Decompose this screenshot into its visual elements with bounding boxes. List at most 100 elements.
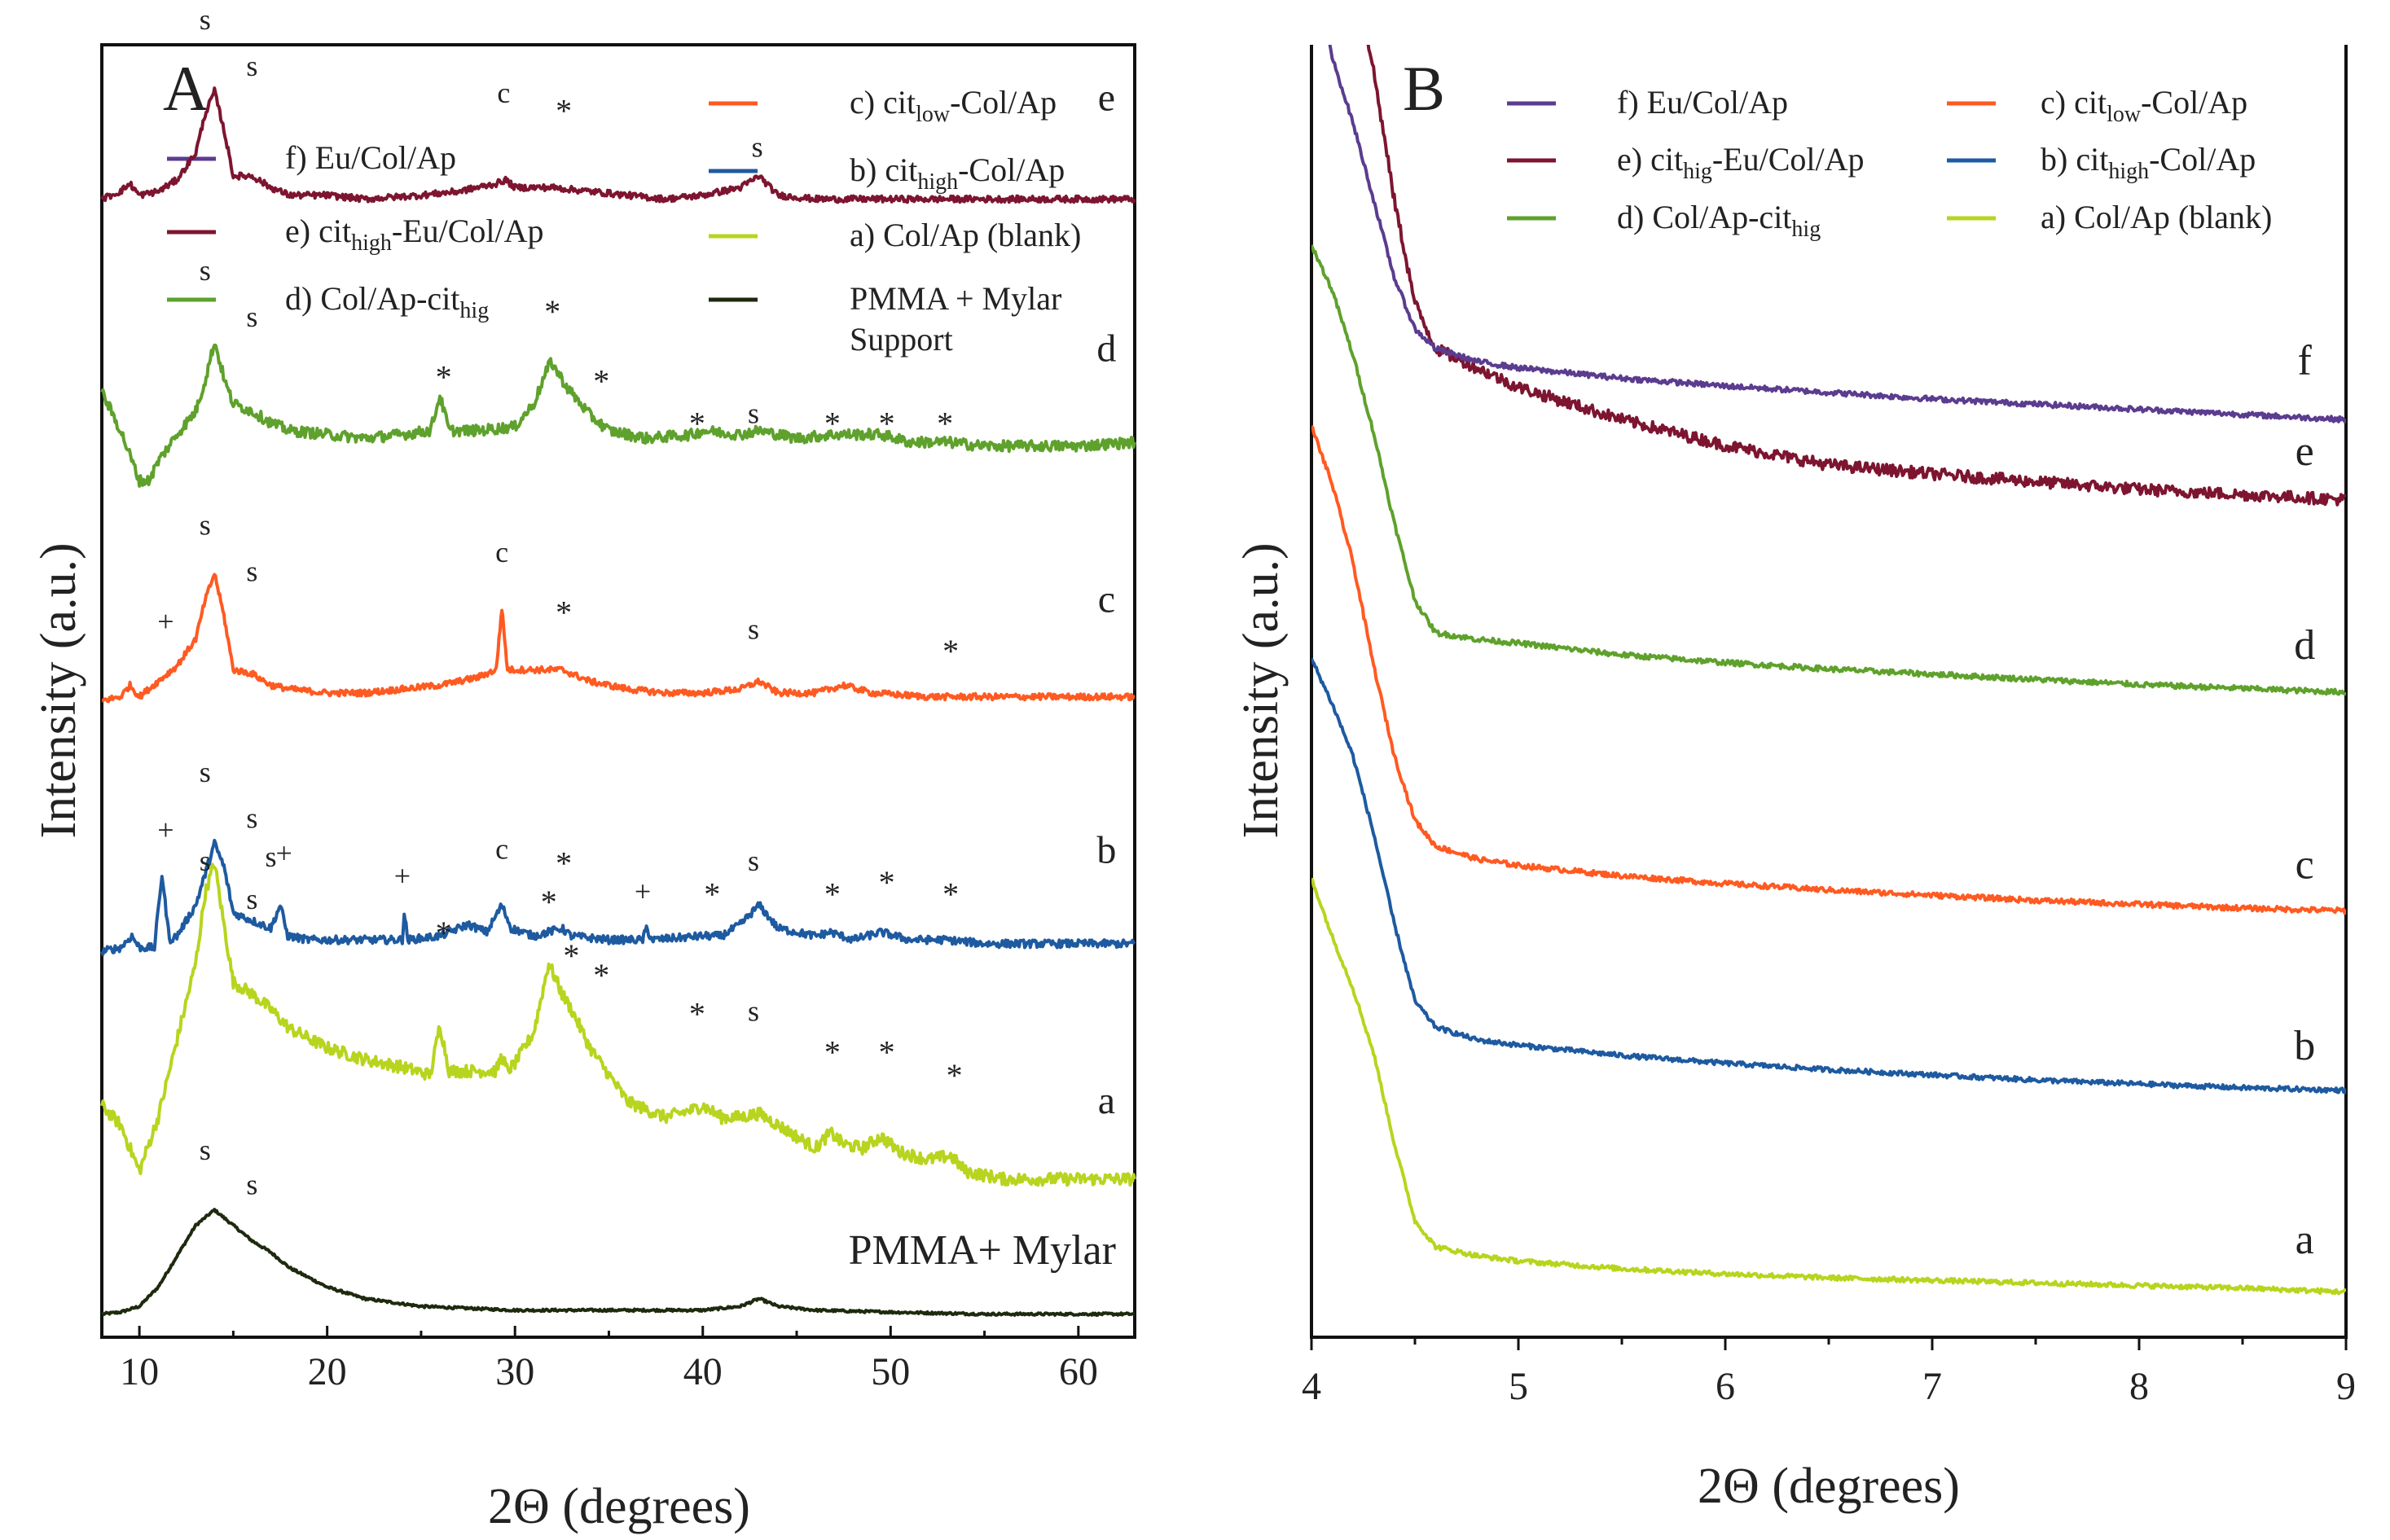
peak-annotation: * [593, 957, 609, 994]
peak-annotation: s [246, 50, 257, 82]
legend-label-a: a) Col/Ap (blank) [850, 217, 1081, 253]
panel-a-legend: f) Eu/Col/Ap e) cithigh-Eu/Col/Ap d) Col/A… [167, 84, 1081, 358]
peak-annotation: * [436, 915, 452, 951]
peak-annotation: s [748, 613, 759, 646]
curve-label-e: e [1098, 77, 1115, 120]
x-tick-label: 30 [495, 1350, 534, 1393]
x-tick-label: 40 [683, 1350, 723, 1393]
panel-a-peak-annotations: ss002*c211112300***202310*s222*213*004*s… [157, 3, 962, 1201]
legend-entry-f: f) Eu/Col/Ap [1507, 84, 1788, 121]
x-tick-label: 7 [1922, 1365, 1942, 1408]
peak-annotation: s [200, 756, 211, 788]
peak-annotation: + [635, 875, 651, 908]
curve-label-b: b [2294, 1023, 2315, 1069]
series-line-d [1311, 244, 2346, 696]
legend-entry-c: c) citlow-Col/Ap [709, 84, 1057, 127]
legend-label-f: f) Eu/Col/Ap [1617, 84, 1788, 121]
panel-a-x-label: 2Θ (degrees) [488, 1479, 750, 1534]
peak-annotation: * [879, 1034, 895, 1071]
curve-label-c: c [1098, 577, 1115, 621]
peak-annotation: s [200, 845, 211, 877]
peak-annotation: s [200, 1134, 211, 1166]
legend-entry-d: d) Col/Ap-cithig [1507, 199, 1821, 242]
peak-annotation: c [495, 833, 508, 866]
legend-entry-b: b) cithigh-Col/Ap [1947, 141, 2256, 184]
panel-a-frame [100, 43, 1136, 1339]
peak-annotation: c [495, 536, 508, 568]
series-line-e [1366, 45, 2346, 507]
curve-label-b: b [1096, 828, 1116, 871]
peak-annotation: * [704, 875, 720, 912]
panel-a-curve-labels: fedcbaPMMA+ Mylar [849, 77, 1117, 1274]
peak-annotation: * [556, 93, 572, 129]
peak-annotation: * [541, 884, 557, 920]
peak-annotation: * [689, 405, 705, 441]
curve-label-f: f [2298, 338, 2313, 384]
legend-entry-d: d) Col/Ap-cithig [167, 280, 489, 323]
legend-label-c: c) citlow-Col/Ap [2041, 84, 2247, 127]
panel-a-x-axis: 10 20 30 40 50 60 [120, 1326, 1098, 1393]
curve-label-d: d [2294, 622, 2315, 669]
legend-label-d: d) Col/Ap-cithig [1617, 199, 1821, 242]
peak-annotation: * [544, 293, 560, 330]
peak-annotation: * [942, 875, 959, 912]
peak-annotation: s [246, 802, 257, 835]
legend-label-c: c) citlow-Col/Ap [850, 84, 1057, 127]
legend-label-b: b) cithigh-Col/Ap [850, 151, 1065, 195]
curve-label-a: a [2296, 1217, 2314, 1263]
curve-label-c: c [2296, 842, 2314, 888]
x-tick-label: 50 [871, 1350, 910, 1393]
peak-annotation: * [942, 633, 959, 669]
legend-label-f: f) Eu/Col/Ap [285, 139, 456, 176]
panel-b-series [1311, 45, 2346, 1296]
x-tick-label: 10 [120, 1350, 159, 1393]
legend-entry-b: b) cithigh-Col/Ap [709, 151, 1065, 195]
peak-annotation: * [937, 405, 953, 441]
peak-annotation: s [752, 130, 763, 163]
peak-annotation: s [748, 995, 759, 1028]
panel-b-label: B [1403, 53, 1445, 124]
series-line-a [1311, 877, 2346, 1296]
peak-annotation: * [436, 359, 452, 396]
legend-entry-a: a) Col/Ap (blank) [709, 217, 1081, 253]
legend-entry-a: a) Col/Ap (blank) [1947, 199, 2272, 235]
peak-annotation: * [879, 864, 895, 901]
peak-annotation: + [394, 860, 411, 893]
x-tick-label: 4 [1302, 1365, 1321, 1408]
series-line-e [100, 86, 1136, 204]
peak-annotation: s [246, 1169, 257, 1201]
legend-label-pmma: PMMA + Mylar [850, 280, 1061, 317]
peak-annotation: + [157, 605, 174, 638]
curve-label-e: e [2296, 428, 2314, 475]
peak-annotation: * [563, 937, 579, 974]
panel-a-label: A [163, 53, 209, 124]
panel-b-x-label: 2Θ (degrees) [1698, 1459, 1960, 1514]
panel-a-y-label: Intensity (a.u.) [31, 542, 86, 838]
series-line-c [1311, 424, 2346, 915]
series-line-d [100, 343, 1136, 488]
peak-annotation: s [246, 883, 257, 915]
peak-annotation: * [824, 1034, 841, 1071]
curve-label-d: d [1096, 327, 1116, 370]
series-line-pmma [101, 1208, 1136, 1317]
peak-annotation: s [200, 3, 211, 36]
x-tick-label: 6 [1716, 1365, 1735, 1408]
x-tick-label: 20 [308, 1350, 347, 1393]
peak-annotation: s [200, 254, 211, 287]
peak-annotation: * [556, 845, 572, 882]
legend-label-d: d) Col/Ap-cithig [285, 280, 489, 323]
peak-annotation: * [879, 405, 895, 441]
peak-annotation: s [748, 397, 759, 429]
legend-label-pmma-line2: Support [850, 321, 953, 358]
legend-label-e: e) cithigh-Eu/Col/Ap [285, 213, 544, 256]
peak-annotation: c [497, 77, 510, 109]
panel-b-x-axis: 4 5 6 7 8 9 [1302, 1337, 2356, 1408]
peak-annotation: * [824, 405, 841, 441]
legend-entry-e: e) cithigh-Eu/Col/Ap [167, 213, 544, 256]
series-line-c [101, 573, 1136, 704]
x-tick-label: 8 [2129, 1365, 2149, 1408]
panel-b-legend: f) Eu/Col/Ap e) cithig-Eu/Col/Ap d) Col/Ap… [1507, 84, 2272, 242]
legend-entry-f: f) Eu/Col/Ap [167, 139, 456, 176]
peak-annotation: + [275, 836, 292, 869]
